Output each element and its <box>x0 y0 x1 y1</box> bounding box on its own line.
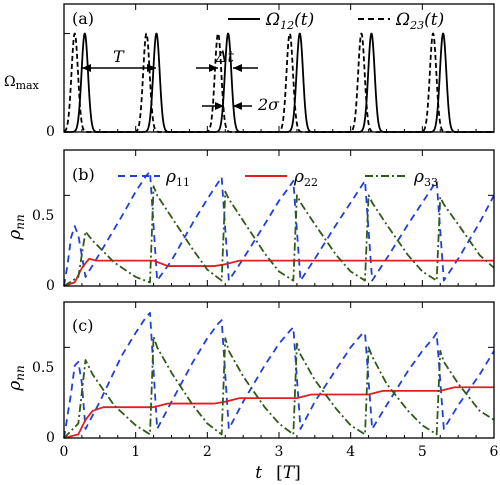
width-label: 2σ <box>257 95 280 114</box>
delta-annotation: Δt <box>196 47 258 72</box>
panel-c: (c) 0.5 0 ρnn 0 1 2 3 4 5 6 t [T] <box>5 301 499 483</box>
panel-b-frame <box>63 149 495 287</box>
series-rho22-c <box>63 386 494 439</box>
legend-omega12-label: Ω12(t) <box>265 10 314 32</box>
x-tick-label: 3 <box>275 444 284 460</box>
period-annotation: T <box>82 47 156 72</box>
y-tick-label-b-0.5: 0.5 <box>32 208 54 224</box>
panel-a-label: (a) <box>72 9 94 28</box>
series-rho22-b <box>63 257 494 287</box>
y-tick-label-zero-a: 0 <box>46 124 55 140</box>
x-tick-label: 6 <box>490 444 499 460</box>
x-axis-label: t [T] <box>255 463 300 483</box>
y-axis-label-b: ρnn <box>5 214 27 240</box>
legend-rho33-label: ρ33 <box>413 167 438 189</box>
x-tick-label: 2 <box>203 444 212 460</box>
series-rho11-c <box>63 311 495 439</box>
legend-rho11-label: ρ11 <box>165 167 190 189</box>
y-tick-label-b-0: 0 <box>46 278 55 294</box>
panel-b: (b) ρ11 ρ22 ρ33 0.5 0 ρnn <box>5 149 495 294</box>
x-tick-label: 1 <box>131 444 140 460</box>
panel-b-label: (b) <box>72 165 95 184</box>
y-tick-label-c-0.5: 0.5 <box>32 360 54 376</box>
panel-c-label: (c) <box>72 316 93 335</box>
delta-label: Δt <box>215 47 235 66</box>
series-omega23-line <box>63 32 494 133</box>
x-tick-label: 5 <box>418 444 427 460</box>
x-tick-label: 0 <box>60 444 69 460</box>
series-rho33-c <box>63 335 495 439</box>
width-annotation: 2σ <box>202 95 280 114</box>
series-rho33-b <box>63 185 495 287</box>
legend-omega23-label: Ω23(t) <box>395 10 444 32</box>
y-axis-label-c: ρnn <box>5 365 27 391</box>
period-label: T <box>113 47 125 66</box>
panel-a-frame <box>63 3 495 133</box>
panel-c-frame <box>63 301 495 439</box>
legend-rho22-label: ρ22 <box>293 167 318 189</box>
x-tick-label: 4 <box>346 444 355 460</box>
y-tick-label-c-0: 0 <box>46 430 55 446</box>
panel-a: (a) Ω12(t) Ω23(t) Ωmax 0 T Δt 2σ <box>4 3 495 140</box>
series-rho11-b <box>63 170 495 287</box>
y-tick-label-omega-max: Ωmax <box>4 74 40 92</box>
